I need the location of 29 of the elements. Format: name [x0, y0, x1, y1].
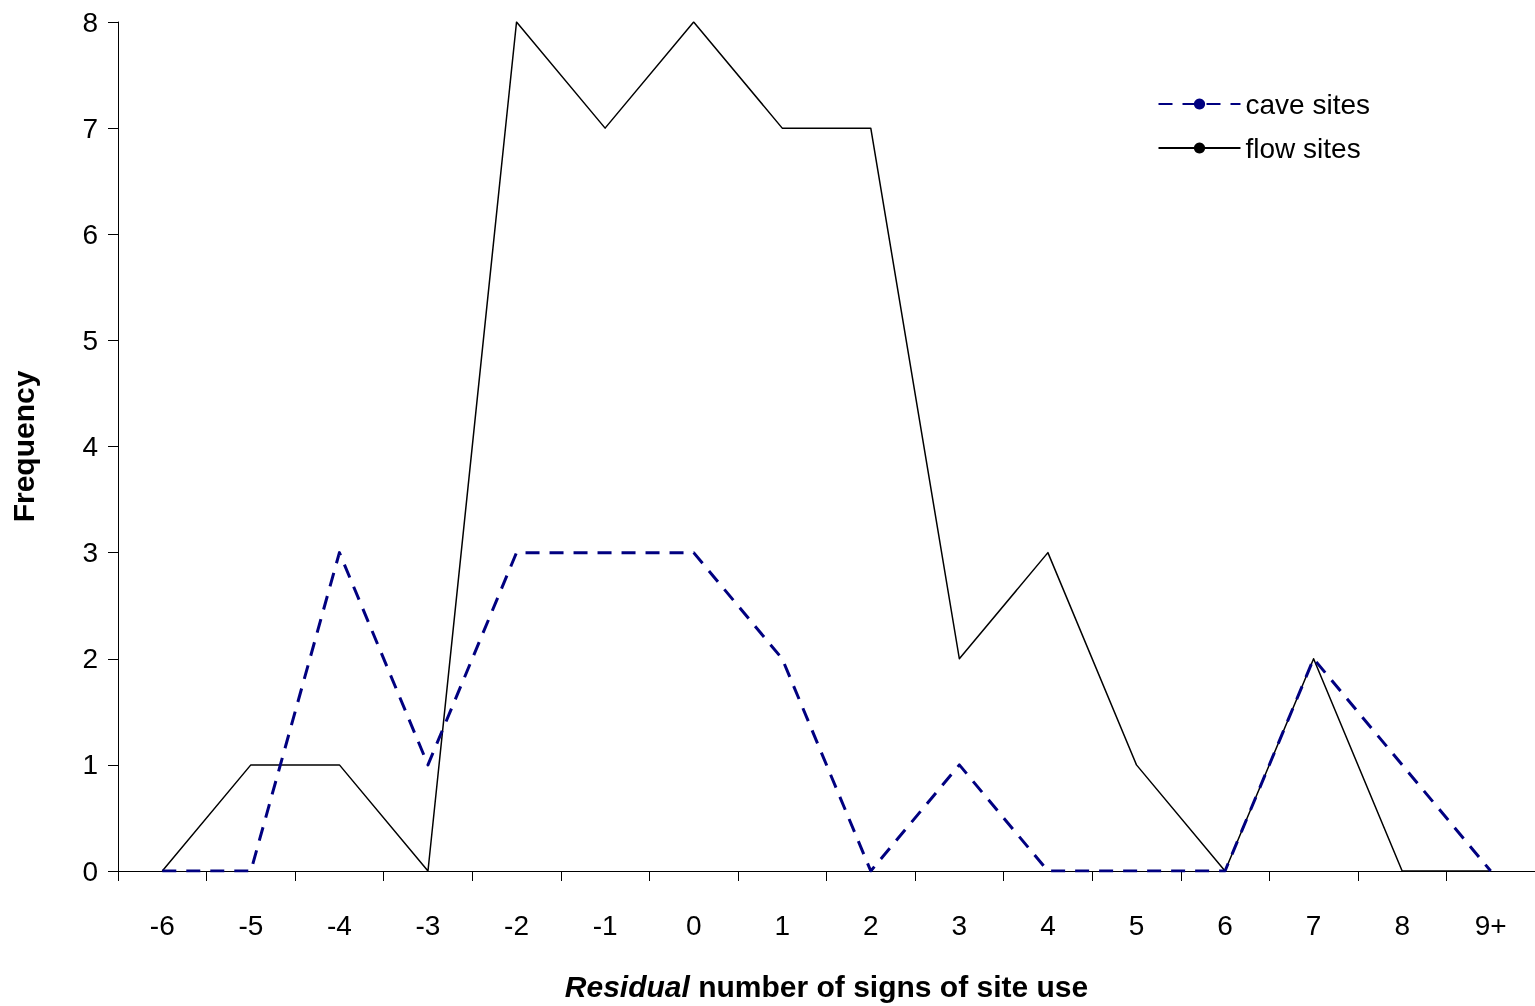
y-tick-label: 6 — [82, 218, 98, 250]
x-tick-label: 6 — [1217, 909, 1233, 941]
x-tick-label: 4 — [1040, 909, 1056, 941]
x-tick-label: 8 — [1394, 909, 1410, 941]
x-tick-label: 2 — [862, 909, 879, 941]
y-tick-label: 1 — [82, 749, 98, 781]
y-tick-label: 4 — [82, 431, 98, 462]
y-tick-label: 0 — [82, 855, 98, 887]
x-tick-label: 9+ — [1474, 909, 1507, 941]
y-tick-label: 5 — [82, 324, 98, 356]
legend-label: flow sites — [1245, 132, 1361, 164]
x-tick-label: 5 — [1128, 909, 1145, 941]
x-tick-label: -3 — [415, 909, 441, 941]
x-tick-label: -1 — [592, 909, 618, 941]
x-tick-label: 0 — [685, 909, 702, 941]
y-tick-label: 3 — [82, 537, 98, 569]
x-tick-label: 1 — [774, 909, 791, 941]
y-tick-label: 8 — [82, 6, 98, 38]
x-tick-label: 7 — [1305, 909, 1322, 941]
x-tick-label: -5 — [238, 909, 264, 941]
x-tick-label: -4 — [326, 909, 352, 941]
y-tick-label: 7 — [82, 112, 98, 144]
x-tick-label: 3 — [951, 909, 968, 941]
y-tick-label: 2 — [82, 643, 98, 675]
x-tick-label: -2 — [504, 909, 529, 941]
legend-label: cave sites — [1245, 88, 1370, 120]
x-axis-title: Residual number of signs of site use — [564, 969, 1089, 1003]
x-tick-label: -6 — [149, 909, 175, 941]
y-axis-title: Frequency — [6, 370, 40, 523]
